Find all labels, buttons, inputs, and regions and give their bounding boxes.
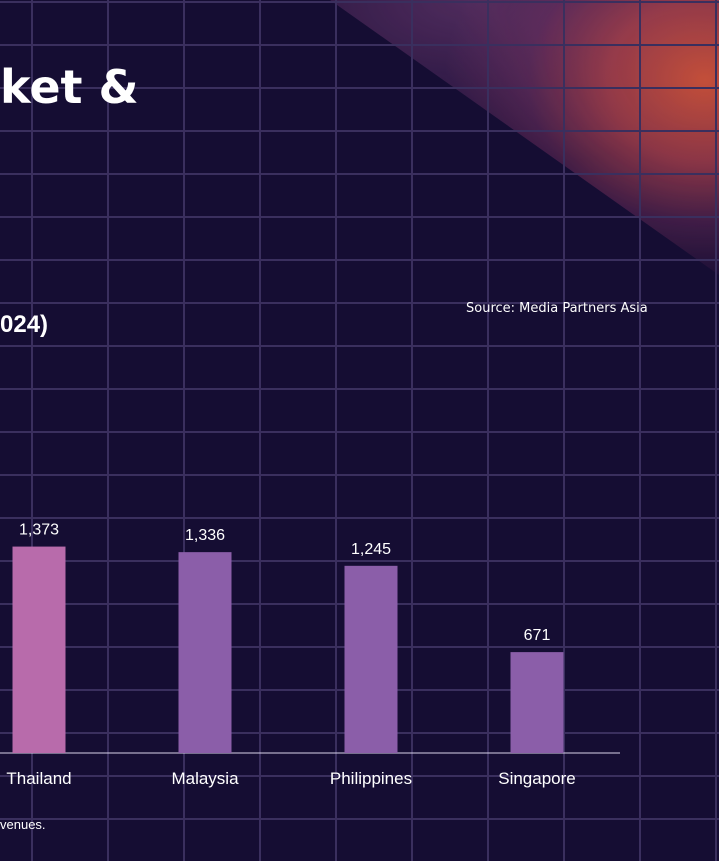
- category-label-philippines: Philippines: [330, 769, 412, 788]
- page-title: ket & r: [0, 60, 139, 165]
- title-line-1: ket &: [0, 60, 139, 114]
- bar-singapore: [510, 652, 564, 753]
- category-label-thailand: Thailand: [6, 769, 71, 788]
- data-label-singapore: 671: [524, 627, 551, 644]
- data-label-thailand: 1,373: [19, 522, 59, 539]
- bar-philippines: [344, 565, 398, 753]
- data-label-malaysia: 1,336: [185, 527, 225, 544]
- bar-thailand: [12, 546, 66, 753]
- category-label-singapore: Singapore: [498, 769, 576, 788]
- category-label-malaysia: Malaysia: [171, 769, 239, 788]
- data-label-philippines: 1,245: [351, 541, 391, 558]
- source-note: Source: Media Partners Asia: [466, 301, 648, 316]
- chart-subtitle: 024): [0, 311, 49, 338]
- bar-malaysia: [178, 552, 232, 753]
- footnote: venues.: [0, 817, 46, 832]
